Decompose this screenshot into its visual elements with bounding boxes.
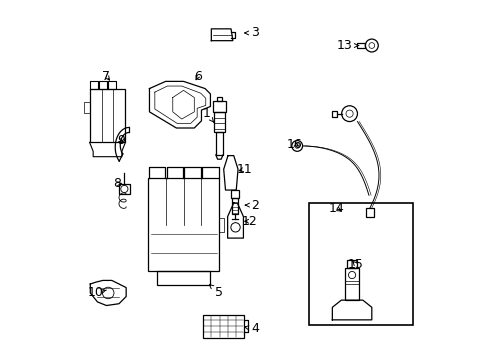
Text: 15: 15 bbox=[347, 258, 363, 271]
Bar bbox=[231, 198, 237, 214]
Bar bbox=[215, 132, 223, 155]
Text: 7: 7 bbox=[102, 69, 110, 82]
Bar bbox=[332, 111, 336, 117]
Bar bbox=[357, 42, 364, 48]
Text: 16: 16 bbox=[286, 138, 302, 150]
Bar bbox=[213, 112, 224, 132]
Bar bbox=[216, 97, 222, 101]
Text: 12: 12 bbox=[242, 215, 257, 228]
Bar bbox=[308, 203, 412, 325]
Text: 13: 13 bbox=[336, 39, 358, 52]
Bar bbox=[212, 101, 226, 112]
Bar bbox=[203, 315, 244, 338]
Bar bbox=[156, 271, 210, 285]
Text: 8: 8 bbox=[113, 177, 121, 190]
Text: 9: 9 bbox=[117, 134, 124, 147]
Bar bbox=[89, 89, 125, 142]
Text: 11: 11 bbox=[236, 163, 252, 176]
Bar bbox=[147, 178, 219, 271]
Bar bbox=[119, 184, 129, 194]
Text: 4: 4 bbox=[244, 322, 259, 335]
Text: 5: 5 bbox=[209, 285, 223, 300]
Text: 3: 3 bbox=[244, 27, 259, 40]
Bar bbox=[345, 268, 358, 300]
Text: 2: 2 bbox=[245, 199, 259, 212]
Bar bbox=[365, 208, 374, 217]
Text: 6: 6 bbox=[194, 69, 202, 82]
Bar bbox=[346, 260, 357, 268]
Text: 1: 1 bbox=[203, 107, 213, 122]
Bar bbox=[230, 190, 239, 198]
Text: 10: 10 bbox=[87, 287, 106, 300]
Text: 14: 14 bbox=[328, 202, 344, 215]
